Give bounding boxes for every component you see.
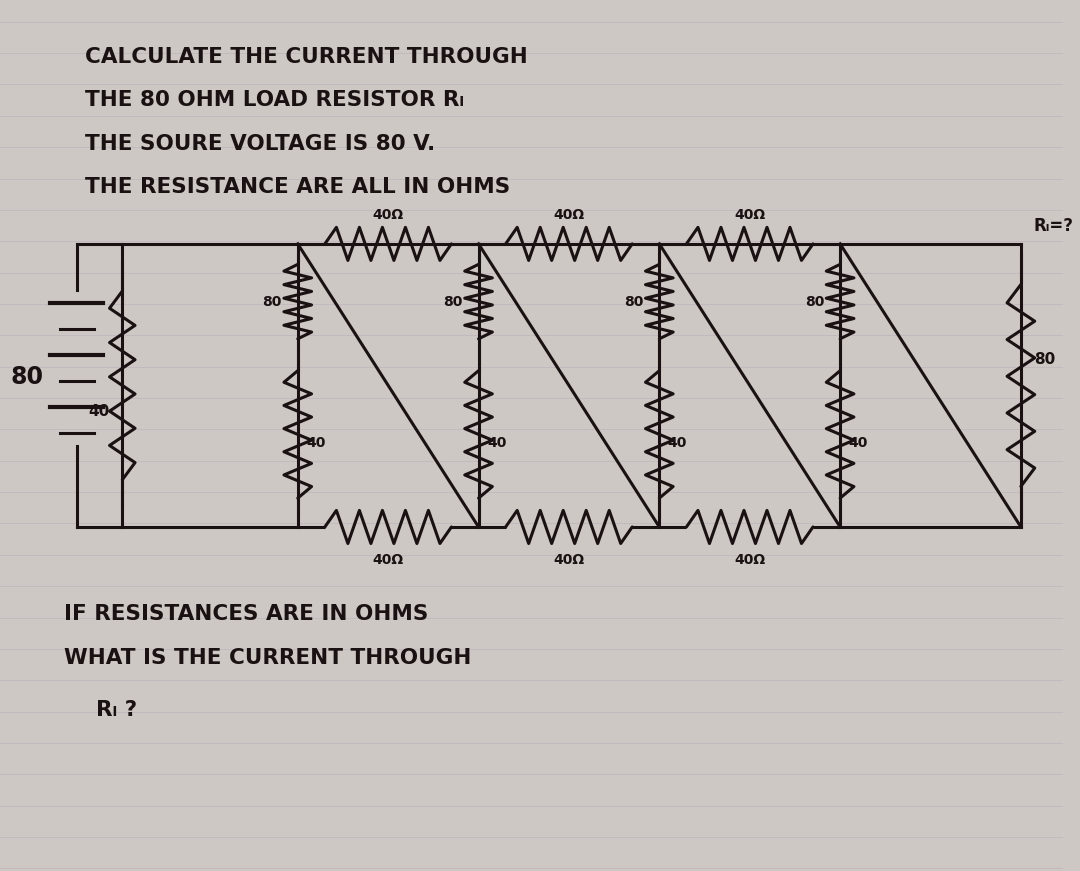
Text: THE 80 OHM LOAD RESISTOR Rₗ: THE 80 OHM LOAD RESISTOR Rₗ — [85, 91, 464, 110]
Text: 80: 80 — [11, 365, 43, 388]
Text: 40: 40 — [487, 436, 507, 450]
Text: 80: 80 — [1034, 352, 1055, 367]
Text: WHAT IS THE CURRENT THROUGH: WHAT IS THE CURRENT THROUGH — [64, 648, 471, 667]
Text: 40: 40 — [89, 404, 109, 419]
Text: 80: 80 — [262, 294, 282, 308]
Text: 40: 40 — [667, 436, 687, 450]
Text: 40: 40 — [849, 436, 868, 450]
Text: 80: 80 — [443, 294, 462, 308]
Text: 40Ω: 40Ω — [553, 553, 584, 567]
Text: 40Ω: 40Ω — [734, 208, 766, 222]
Text: 40Ω: 40Ω — [373, 553, 404, 567]
Text: Rₗ ?: Rₗ ? — [96, 700, 137, 719]
Text: CALCULATE THE CURRENT THROUGH: CALCULATE THE CURRENT THROUGH — [85, 47, 528, 66]
Text: THE SOURE VOLTAGE IS 80 V.: THE SOURE VOLTAGE IS 80 V. — [85, 134, 435, 153]
Text: 80: 80 — [624, 294, 644, 308]
Text: 40Ω: 40Ω — [553, 208, 584, 222]
Text: 40: 40 — [307, 436, 326, 450]
Text: 80: 80 — [805, 294, 824, 308]
Text: Rₗ=?: Rₗ=? — [1034, 217, 1074, 235]
Text: THE RESISTANCE ARE ALL IN OHMS: THE RESISTANCE ARE ALL IN OHMS — [85, 178, 511, 197]
Text: IF RESISTANCES ARE IN OHMS: IF RESISTANCES ARE IN OHMS — [64, 604, 428, 624]
Text: 40Ω: 40Ω — [734, 553, 766, 567]
Text: 40Ω: 40Ω — [373, 208, 404, 222]
